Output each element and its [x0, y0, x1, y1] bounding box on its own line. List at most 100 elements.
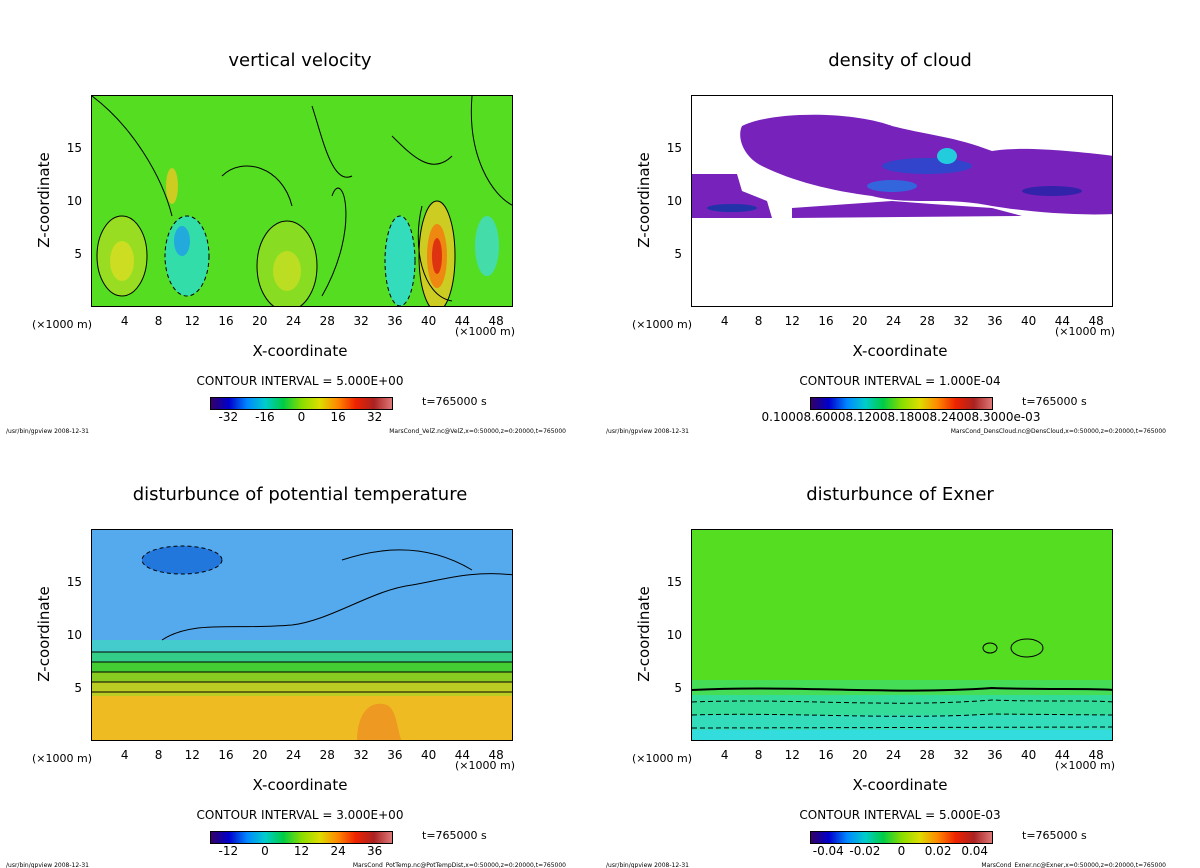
plot-area [91, 529, 513, 741]
colorbar-tick-label: -32 [218, 410, 239, 424]
x-tick-label: 20 [852, 314, 868, 328]
plot-area [91, 95, 513, 307]
heatmap-field [692, 96, 1112, 306]
colorbar-tick-label: 0.02 [924, 844, 952, 858]
x-tick-label: 20 [252, 314, 268, 328]
footer-right: MarsCond_Exner.nc@Exner,x=0:50000,z=0:20… [981, 862, 1166, 868]
footer-left: /usr/bin/gpview 2008-12-31 [6, 428, 89, 435]
y-tick-label: 5 [74, 247, 82, 261]
x-tick-label: 36 [387, 314, 403, 328]
colorbar-tick-label: 16 [330, 410, 346, 424]
time-label: t=765000 s [422, 395, 487, 408]
colorbar-tick-label: 0 [261, 844, 269, 858]
heatmap-field [92, 96, 512, 306]
x-tick-label: 36 [987, 748, 1003, 762]
x-tick-label: 48 [488, 748, 504, 762]
y-tick-label: 10 [666, 628, 682, 642]
y-axis-label: Z-coordinate [35, 152, 53, 248]
y-axis-label: Z-coordinate [35, 586, 53, 682]
y-tick-label: 10 [66, 628, 82, 642]
x-tick-label: 4 [720, 314, 729, 328]
x-unit-right: (×1000 m) [1055, 759, 1116, 772]
x-tick-label: 48 [488, 314, 504, 328]
colorbar [210, 397, 393, 410]
y-tick-label: 5 [674, 681, 682, 695]
x-tick-label: 28 [919, 748, 935, 762]
colorbar-tick-label: 32 [367, 410, 383, 424]
x-tick-label: 32 [953, 748, 969, 762]
chart-title: disturbunce of Exner [806, 484, 994, 505]
x-tick-label: 12 [184, 314, 200, 328]
x-tick-label: 44 [1054, 314, 1070, 328]
contour-interval: CONTOUR INTERVAL = 1.000E-04 [799, 374, 1001, 388]
footer-left: /usr/bin/gpview 2008-12-31 [6, 862, 89, 868]
chart-title: vertical velocity [228, 50, 372, 71]
x-unit-right: (×1000 m) [1055, 325, 1116, 338]
footer-left: /usr/bin/gpview 2008-12-31 [606, 862, 689, 868]
x-tick-label: 8 [754, 314, 763, 328]
x-unit-left: (×1000 m) [632, 318, 693, 331]
x-tick-label: 24 [885, 314, 902, 328]
x-tick-label: 40 [1020, 314, 1037, 328]
y-tick-label: 5 [674, 247, 682, 261]
plot-area [691, 529, 1113, 741]
x-tick-label: 12 [784, 314, 800, 328]
footer-left: /usr/bin/gpview 2008-12-31 [606, 428, 689, 435]
x-tick-label: 8 [154, 314, 163, 328]
colorbar-tick-label: 12 [293, 844, 310, 858]
chart-title: density of cloud [828, 50, 972, 71]
x-tick-label: 8 [154, 748, 163, 762]
footer-right: MarsCond_DensCloud.nc@DensCloud,x=0:5000… [950, 428, 1166, 435]
heatmap-field [692, 530, 1112, 740]
x-tick-label: 28 [319, 314, 335, 328]
x-tick-label: 32 [353, 748, 369, 762]
y-tick-label: 5 [74, 681, 82, 695]
x-axis-label: X-coordinate [852, 342, 948, 360]
colorbar-tick-label: 0.04 [961, 844, 989, 858]
colorbar-tick-label: -12 [218, 844, 239, 858]
x-tick-label: 40 [420, 748, 437, 762]
colorbar [810, 831, 993, 844]
time-label: t=765000 s [422, 829, 487, 842]
x-tick-label: 32 [353, 314, 369, 328]
x-tick-label: 20 [252, 748, 268, 762]
x-tick-label: 48 [1088, 748, 1104, 762]
colorbar-tick-label: 24 [330, 844, 346, 858]
footer-right: MarsCond_PotTemp.nc@PotTempDist,x=0:5000… [352, 862, 566, 868]
y-tick-label: 15 [66, 141, 82, 155]
x-tick-label: 16 [218, 314, 234, 328]
heatmap-field [92, 530, 512, 740]
x-tick-label: 40 [1020, 748, 1037, 762]
colorbar-tick-label: 0 [297, 410, 306, 424]
footer-right: MarsCond_VelZ.nc@VelZ,x=0:50000,z=0:2000… [389, 428, 566, 435]
chart-panel-1: vertical velocity 4 8 12 16 20 24 28 32 36 40 44 48… [0, 0, 600, 435]
x-tick-label: 48 [1088, 314, 1104, 328]
x-tick-label: 16 [818, 314, 834, 328]
colorbar-tick-label: 36 [367, 844, 383, 858]
x-tick-label: 20 [852, 748, 868, 762]
x-tick-label: 36 [387, 748, 403, 762]
x-tick-label: 28 [919, 314, 935, 328]
colorbar [210, 831, 393, 844]
x-axis-label: X-coordinate [852, 776, 948, 794]
x-tick-label: 12 [184, 748, 200, 762]
y-axis-label: Z-coordinate [635, 586, 653, 682]
x-axis-label: X-coordinate [252, 342, 348, 360]
colorbar [810, 397, 993, 410]
y-axis-label: Z-coordinate [635, 152, 653, 248]
x-tick-label: 32 [953, 314, 969, 328]
time-label: t=765000 s [1022, 395, 1087, 408]
x-axis-label: X-coordinate [252, 776, 348, 794]
colorbar-tick-label: 0 [897, 844, 906, 858]
x-tick-label: 4 [720, 748, 729, 762]
y-tick-label: 15 [666, 575, 682, 589]
x-tick-label: 4 [120, 314, 129, 328]
x-tick-label: 24 [285, 314, 302, 328]
x-tick-label: 16 [818, 748, 834, 762]
x-tick-label: 16 [218, 748, 234, 762]
chart-title: disturbunce of potential temperature [132, 484, 468, 505]
x-tick-label: 44 [1054, 748, 1070, 762]
y-tick-label: 15 [666, 141, 682, 155]
